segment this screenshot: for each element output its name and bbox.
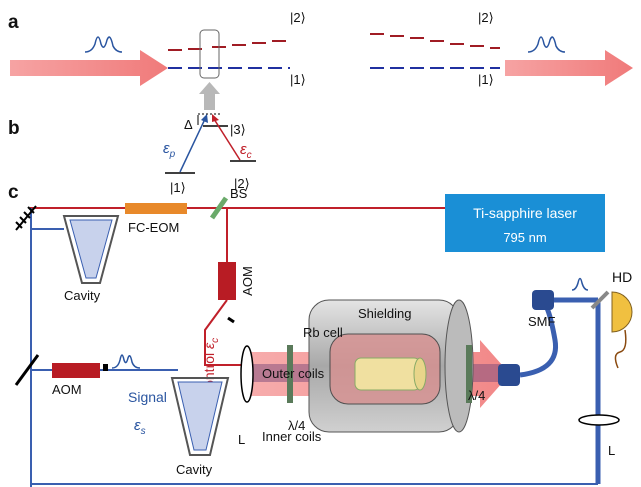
beam-splitter xyxy=(209,196,229,220)
detector-cable xyxy=(614,329,627,369)
pulse xyxy=(571,277,589,291)
qwp-label: λ/4 xyxy=(288,418,305,433)
level-label: |2⟩ xyxy=(234,176,250,191)
mirror xyxy=(15,205,37,231)
smf-label: SMF xyxy=(528,314,556,329)
bs-label: BS xyxy=(230,186,248,201)
panel-label: a xyxy=(8,12,19,33)
pulse-arrow xyxy=(505,50,633,86)
cavity-mode xyxy=(177,381,223,451)
level-label: |1⟩ xyxy=(478,72,494,87)
beam-dump xyxy=(103,364,108,371)
laser-wavelength: 795 nm xyxy=(503,230,546,245)
arrow-head xyxy=(201,114,208,123)
aom xyxy=(52,363,100,378)
rb-cell xyxy=(354,357,421,391)
probe-arrow xyxy=(179,118,206,173)
lens xyxy=(578,414,620,426)
detector xyxy=(611,291,633,333)
fiber xyxy=(519,297,559,378)
laser xyxy=(445,194,605,252)
fiber-coupler xyxy=(498,364,520,386)
control-beam xyxy=(204,299,250,366)
qwp-label: λ/4 xyxy=(468,388,485,403)
pulse xyxy=(84,36,123,53)
level-label: |2⟩ xyxy=(478,10,494,25)
control-field: εc xyxy=(240,141,252,161)
pulse xyxy=(527,36,566,53)
hd-label: HD xyxy=(612,269,632,285)
delta: Δ xyxy=(184,117,193,132)
lens xyxy=(240,345,254,403)
rb-cell-label: Rb cell xyxy=(303,325,343,340)
quarter-wave-plate xyxy=(287,345,293,403)
inner-coils-label: Inner coils xyxy=(262,429,322,444)
fc-eom xyxy=(125,203,187,214)
upper-levels xyxy=(168,40,286,51)
lens-label: L xyxy=(238,432,245,447)
cavity-label: Cavity xyxy=(176,462,213,477)
aom-label: AOM xyxy=(52,382,82,397)
panel-label: c xyxy=(8,182,19,203)
outer-coils-label: Outer coils xyxy=(262,366,325,381)
level-label: |3⟩ xyxy=(230,122,246,137)
lens-label: L xyxy=(608,443,615,458)
fiber-coupler xyxy=(532,290,554,310)
pulse xyxy=(111,354,141,369)
level-label: |1⟩ xyxy=(170,180,186,195)
signal-label: Signal xyxy=(128,389,167,405)
control-arrow xyxy=(213,118,241,161)
quarter-wave-plate xyxy=(466,345,472,403)
level-label: |1⟩ xyxy=(290,72,306,87)
shielding-label: Shielding xyxy=(358,306,412,321)
level-label: |2⟩ xyxy=(290,10,306,25)
cavity xyxy=(62,215,120,284)
cavity-label: Cavity xyxy=(64,288,101,303)
cavity xyxy=(170,377,230,456)
aom-label: AOM xyxy=(240,266,255,296)
pulse-arrow xyxy=(10,50,168,86)
fc-eom-label: FC-EOM xyxy=(128,220,179,235)
panel-label: b xyxy=(8,118,20,139)
aom xyxy=(218,262,236,300)
beam-dump xyxy=(227,316,235,324)
grey-arrow xyxy=(199,82,220,110)
probe-field: εp xyxy=(163,140,176,160)
upper-levels xyxy=(370,33,500,49)
atom-box xyxy=(199,29,220,79)
arrow-head xyxy=(212,114,219,122)
laser-name: Ti-sapphire laser xyxy=(473,205,577,221)
cavity-mode xyxy=(69,219,113,279)
beam-splitter xyxy=(590,290,610,310)
mirror xyxy=(14,354,40,386)
signal-field: εs xyxy=(134,417,146,437)
cell-end xyxy=(413,357,427,391)
